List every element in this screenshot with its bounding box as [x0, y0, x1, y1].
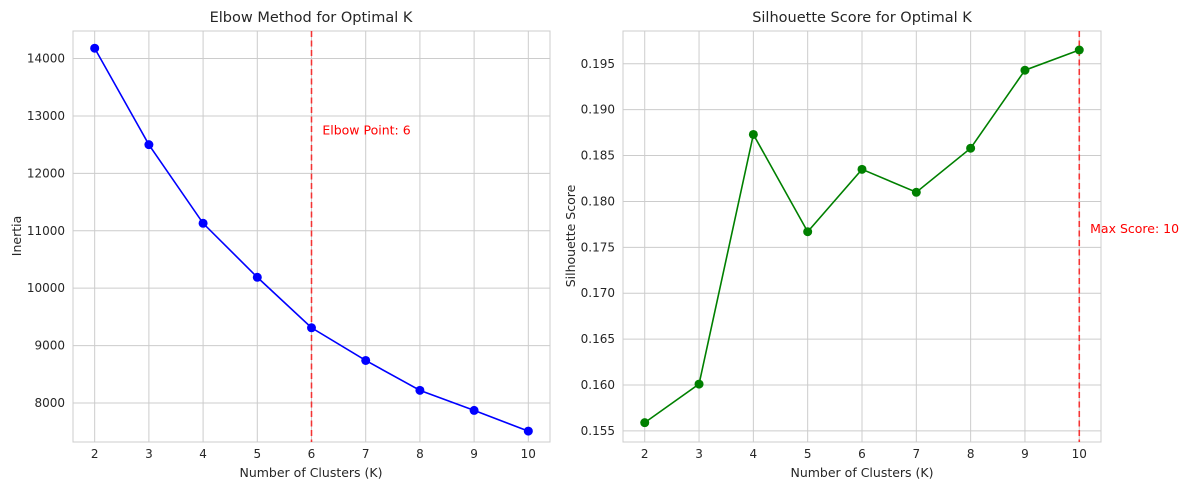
annotation-label: Elbow Point: 6 — [322, 122, 410, 137]
x-tick-label: 5 — [253, 447, 261, 461]
x-tick-label: 8 — [967, 447, 975, 461]
data-point — [803, 227, 813, 237]
data-point — [640, 418, 650, 428]
data-point — [469, 405, 479, 415]
x-tick-label: 9 — [1021, 447, 1029, 461]
data-point — [857, 164, 867, 174]
y-tick-label: 10000 — [27, 281, 65, 295]
x-tick-label: 10 — [521, 447, 536, 461]
y-axis-label: Inertia — [9, 216, 24, 256]
x-tick-label: 7 — [362, 447, 370, 461]
x-tick-label: 5 — [804, 447, 812, 461]
data-point — [307, 323, 316, 333]
data-point — [694, 379, 704, 389]
y-tick-label: 0.185 — [581, 149, 615, 163]
y-tick-label: 0.190 — [581, 103, 615, 117]
y-tick-label: 11000 — [27, 224, 65, 238]
chart-title: Silhouette Score for Optimal K — [752, 10, 972, 26]
y-tick-label: 0.195 — [581, 57, 615, 71]
data-point — [748, 129, 758, 139]
data-point — [252, 272, 262, 282]
x-tick-label: 3 — [695, 447, 703, 461]
x-tick-label: 6 — [308, 447, 316, 461]
data-point — [966, 143, 976, 153]
y-tick-label: 0.165 — [581, 332, 615, 346]
x-tick-label: 9 — [470, 447, 478, 461]
data-point — [415, 385, 425, 395]
y-tick-label: 9000 — [34, 339, 65, 353]
y-tick-label: 0.175 — [581, 240, 615, 254]
data-point — [361, 355, 371, 365]
data-point — [1074, 45, 1084, 55]
x-tick-label: 7 — [912, 447, 920, 461]
data-point — [90, 43, 100, 53]
x-tick-label: 8 — [416, 447, 424, 461]
y-tick-label: 12000 — [27, 166, 65, 180]
x-tick-label: 10 — [1072, 447, 1087, 461]
y-tick-label: 0.170 — [581, 286, 615, 300]
x-tick-label: 6 — [858, 447, 866, 461]
x-tick-label: 4 — [750, 447, 758, 461]
y-tick-label: 0.160 — [581, 378, 615, 392]
data-point — [523, 426, 533, 436]
y-tick-label: 0.155 — [581, 424, 615, 438]
y-tick-label: 0.180 — [581, 194, 615, 208]
silhouette-chart: Silhouette Score for Optimal K Number of… — [563, 10, 1179, 480]
data-point — [1020, 65, 1030, 75]
y-tick-label: 8000 — [34, 396, 65, 410]
x-tick-label: 3 — [145, 447, 153, 461]
x-axis-label: Number of Clusters (K) — [239, 465, 382, 480]
annotation-label: Max Score: 10 — [1090, 221, 1179, 236]
data-point — [198, 218, 208, 228]
y-tick-label: 13000 — [27, 109, 65, 123]
x-tick-label: 4 — [199, 447, 207, 461]
data-point — [144, 140, 154, 150]
plot-frame — [622, 30, 1102, 443]
y-tick-label: 14000 — [27, 52, 65, 66]
x-tick-label: 2 — [641, 447, 649, 461]
x-axis-label: Number of Clusters (K) — [790, 465, 933, 480]
data-point — [911, 187, 921, 197]
elbow-chart: Elbow Method for Optimal K Number of Clu… — [9, 10, 551, 480]
x-tick-label: 2 — [91, 447, 99, 461]
chart-title: Elbow Method for Optimal K — [210, 10, 413, 26]
y-axis-label: Silhouette Score — [563, 184, 578, 287]
